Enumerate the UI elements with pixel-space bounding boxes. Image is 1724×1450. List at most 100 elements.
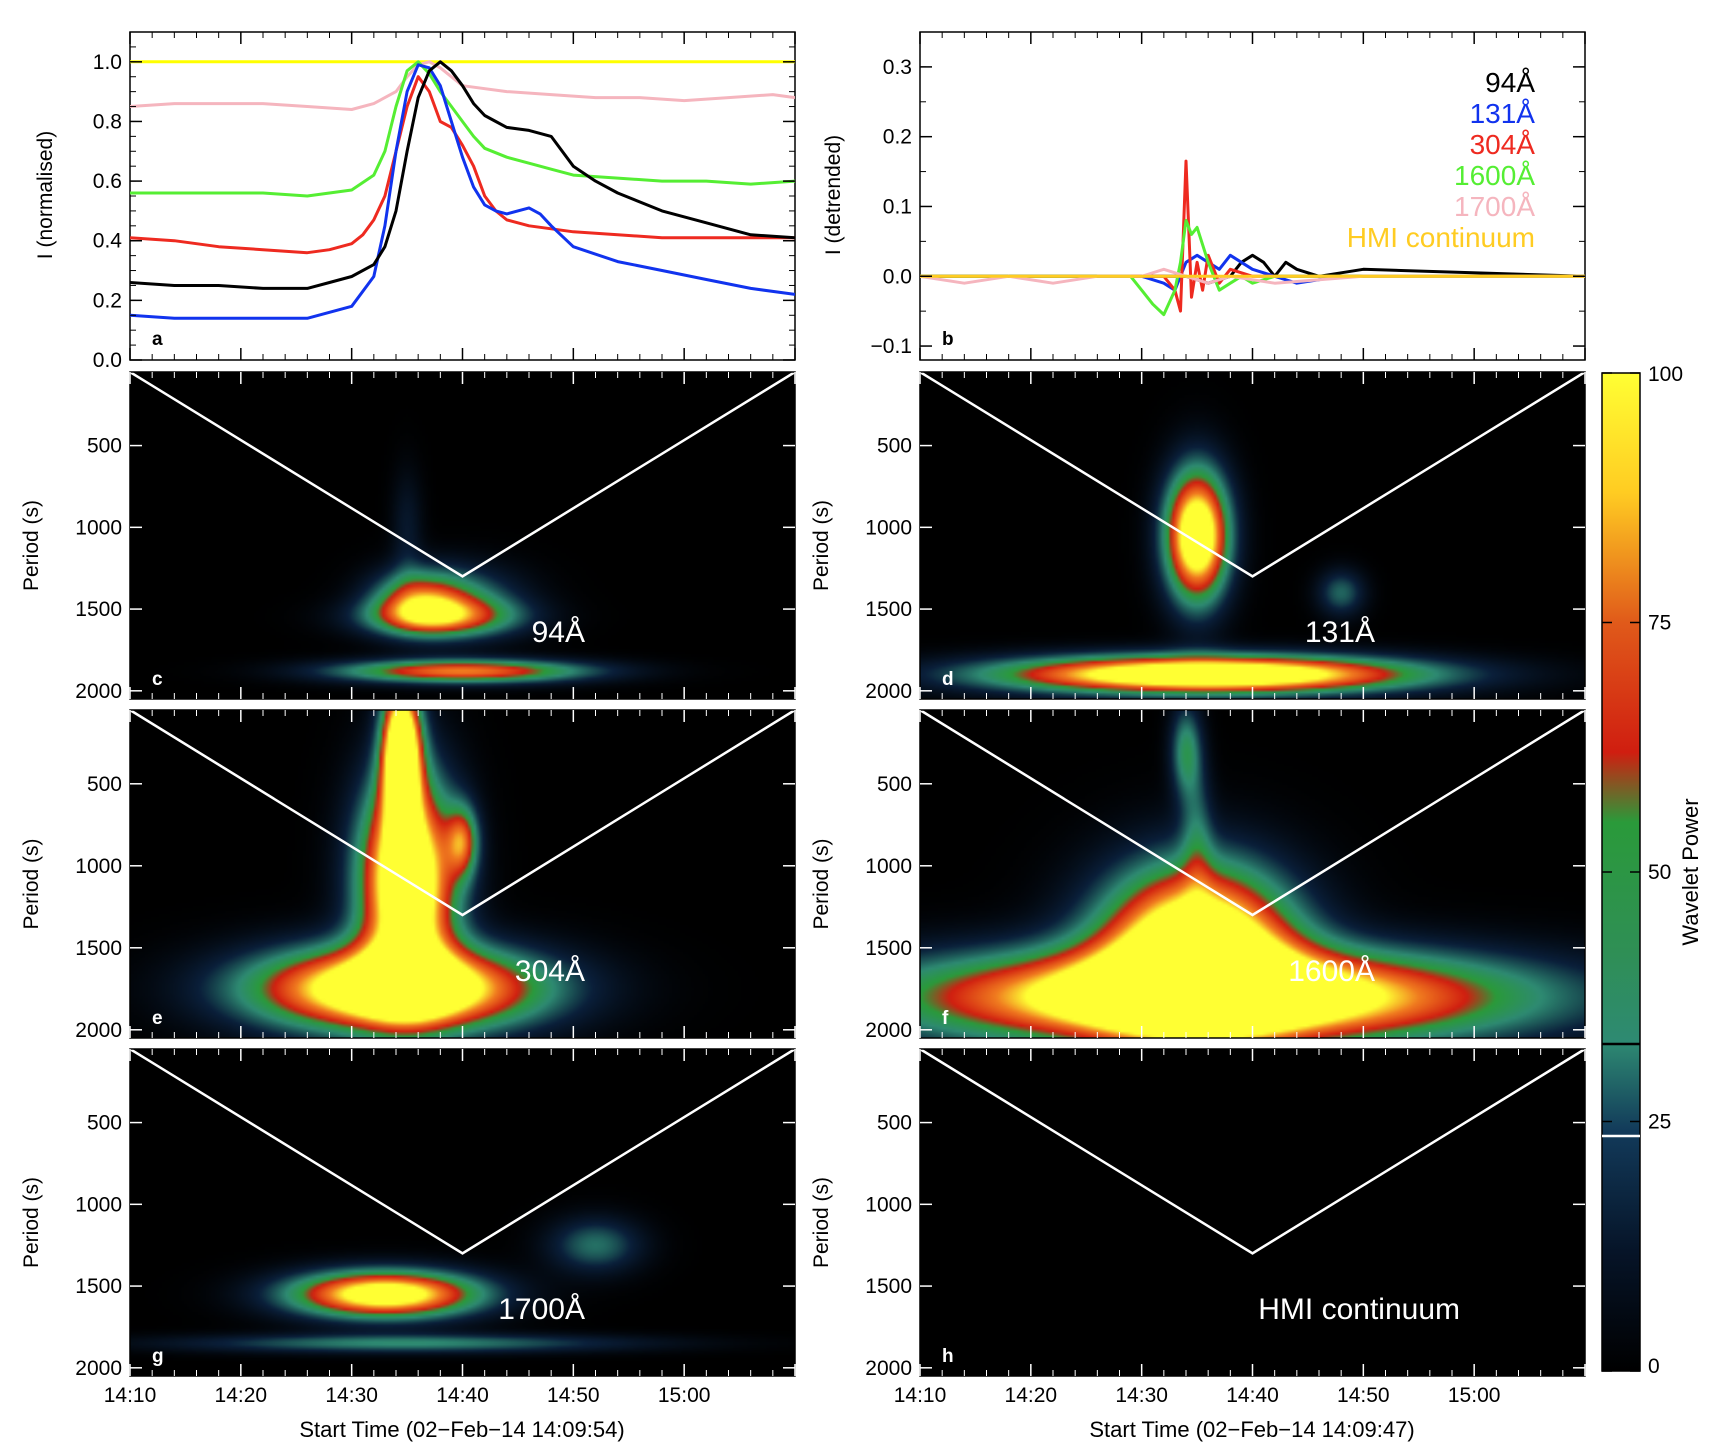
panel-f-letter: f [942,1008,949,1029]
panel-c-ylabel: Period (s) [20,500,43,591]
panel-d-label: 131Å [1305,616,1375,649]
time-tick-labels: 14:10 14:20 14:30 14:40 14:50 15:00 14:10 14:20… [104,1384,1501,1407]
period-tick-label: 1000 [865,516,912,539]
time-tick-label: 14:10 [104,1384,157,1407]
period-tick-label: 500 [877,435,912,458]
ytick-label: 0.0 [883,265,912,288]
panel-b-series-2 [920,159,1585,313]
period-tick-label: 500 [877,1112,912,1135]
panel-a-series-1 [130,60,795,111]
period-tick-label: 1500 [75,598,122,621]
panel-e-letter: e [152,1008,163,1029]
colorbar-tick-label: 50 [1648,861,1671,884]
panel-b-series-3 [920,218,1585,317]
ytick-label: 0.2 [883,126,912,149]
panel-f-label: 1600Å [1288,955,1375,988]
panel-c: 500 1000 1500 2000 Period (s) c 94Å [20,370,796,703]
wavelet-panels: 500 1000 1500 2000 Period (s) c 94Å 500 1000 1500… [20,370,1586,1380]
time-tick-label: 15:00 [1448,1384,1501,1407]
legend-hmi: HMI continuum [1347,222,1535,253]
colorbar: 0 25 50 75 100 Wavelet Power [1601,363,1703,1378]
panel-b-series [920,159,1585,317]
panel-e-label: 304Å [515,955,585,988]
time-tick-label: 14:30 [1115,1384,1168,1407]
panel-g-ylabel: Period (s) [20,1177,43,1268]
panel-c-letter: c [152,669,163,690]
time-tick-label: 14:10 [894,1384,947,1407]
panel-e-ylabel: Period (s) [20,838,43,929]
panel-f-cone-of-influence [919,708,1586,917]
panel-b-letter: b [942,329,954,350]
panel-g-heatmap [130,1049,795,1376]
ytick-label: 0.4 [93,230,123,253]
legend-94: 94Å [1485,67,1535,98]
period-tick-label: 2000 [865,1019,912,1042]
ytick-label: 1.0 [93,51,122,74]
time-tick-label: 14:20 [215,1384,268,1407]
panel-a-series-5 [130,60,795,290]
period-tick-label: 1000 [75,1193,122,1216]
time-tick-label: 14:50 [1337,1384,1390,1407]
panel-c-cone-of-influence [129,370,796,578]
time-tick-label: 14:30 [325,1384,378,1407]
panel-b: −0.1 0.0 0.1 0.2 0.3 I (detrended) b 94Å 131… [822,31,1586,361]
period-tick-label: 1000 [865,1193,912,1216]
panel-h-letter: h [942,1346,954,1367]
left-xlabel: Start Time (02−Feb−14 14:09:54) [299,1417,624,1442]
panel-c-label: 94Å [532,616,585,649]
panel-a-series [130,60,795,320]
period-tick-label: 2000 [865,1357,912,1380]
period-tick-label: 1000 [75,855,122,878]
period-tick-label: 500 [87,1112,122,1135]
legend-1600: 1600Å [1454,160,1535,191]
panel-a-series-2 [130,60,795,198]
panel-d-letter: d [942,669,954,690]
panel-b-ticks: −0.1 0.0 0.1 0.2 0.3 [871,31,1586,360]
panel-g-letter: g [152,1346,164,1367]
panel-g: 500 1000 1500 2000 Period (s) g 1700Å [20,1047,796,1380]
colorbar-tick-label: 25 [1648,1111,1671,1134]
panel-h-cone-of-influence [919,1047,1586,1255]
period-tick-label: 2000 [75,1019,122,1042]
colorbar-tick-label: 0 [1648,1355,1660,1378]
legend-131: 131Å [1470,98,1536,129]
panel-b-frame [919,31,1586,361]
colorbar-tick-label: 100 [1648,363,1683,386]
time-tick-label: 14:40 [1226,1384,1279,1407]
period-tick-label: 1500 [865,1275,912,1298]
panel-e-heatmap [130,710,795,1038]
panel-h-ylabel: Period (s) [810,1177,833,1268]
colorbar-ticks: 0 25 50 75 100 [1602,363,1683,1378]
period-tick-label: 1500 [75,1275,122,1298]
colorbar-label: Wavelet Power [1678,798,1703,945]
time-tick-label: 14:50 [547,1384,600,1407]
panel-d: 500 1000 1500 2000 Period (s) d 131Å [810,370,1586,703]
panel-b-legend: 94Å 131Å 304Å 1600Å 1700Å HMI continuum [1347,67,1536,253]
panel-a: 0.0 0.2 0.4 0.6 0.8 1.0 I (normalised) a [34,31,796,372]
panel-g-cone-of-influence [129,1047,796,1255]
panel-c-heatmap [130,372,795,699]
panel-g-label: 1700Å [498,1293,585,1326]
period-tick-label: 1500 [865,598,912,621]
panel-f: 500 1000 1500 2000 Period (s) f 1600Å [810,708,1586,1042]
panel-h-heatmap [920,1049,1585,1376]
period-tick-label: 2000 [75,1357,122,1380]
ytick-label: 0.6 [93,170,122,193]
panel-b-ylabel: I (detrended) [822,135,845,255]
legend-304: 304Å [1470,129,1536,160]
ytick-label: 0.3 [883,56,912,79]
time-tick-label: 14:20 [1005,1384,1058,1407]
panel-f-heatmap [920,710,1585,1038]
ytick-label: 0.8 [93,110,122,133]
panel-a-ticks: 0.0 0.2 0.4 0.6 0.8 1.0 [93,31,796,372]
period-tick-label: 500 [877,773,912,796]
ytick-label: 0.2 [93,289,122,312]
panel-f-ylabel: Period (s) [810,838,833,929]
panel-h: 500 1000 1500 2000 Period (s) h HMI continuum [810,1047,1586,1380]
period-tick-label: 2000 [75,680,122,703]
panel-e-cone-of-influence [129,708,796,917]
colorbar-tick-label: 75 [1648,612,1671,635]
panel-e: 500 1000 1500 2000 Period (s) e 304Å [20,708,796,1042]
period-tick-label: 1000 [75,516,122,539]
